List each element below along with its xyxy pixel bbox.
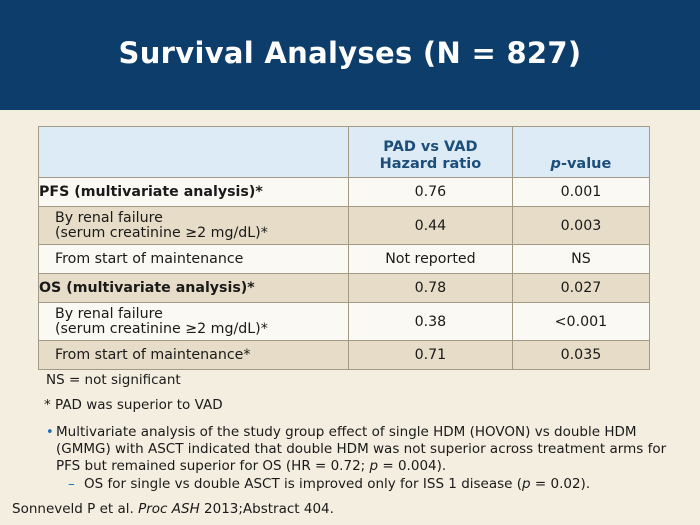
table-row: From start of maintenance* 0.71 0.035 [38, 340, 651, 370]
reference-journal: Proc ASH [138, 501, 200, 517]
row-label: By renal failure (serum creatinine ≥2 mg… [38, 206, 349, 245]
row-label-line2: (serum creatinine ≥2 mg/dL)* [55, 320, 268, 337]
bullet-point: • Multivariate analysis of the study gro… [46, 424, 676, 475]
table-row: PFS (multivariate analysis)* 0.76 0.001 [38, 177, 651, 207]
row-p-value: NS [511, 244, 651, 274]
row-hazard-ratio: 0.38 [347, 302, 513, 341]
row-label-line2: (serum creatinine ≥2 mg/dL)* [55, 224, 268, 241]
header-hr-line1: PAD vs VAD [383, 139, 478, 155]
table-row: From start of maintenance Not reported N… [38, 244, 651, 274]
row-label: From start of maintenance [38, 244, 349, 274]
header-hr-line2: Hazard ratio [379, 156, 482, 172]
sub-bullet-point: – OS for single vs double ASCT is improv… [68, 476, 684, 492]
sub-bullet-part1: OS for single vs double ASCT is improved… [84, 476, 523, 492]
survival-table: PAD vs VAD Hazard ratio p-value PFS (mul… [38, 126, 651, 370]
row-p-value: <0.001 [511, 302, 651, 341]
table-row: OS (multivariate analysis)* 0.78 0.027 [38, 273, 651, 303]
row-p-value: 0.027 [511, 273, 651, 303]
table-row: By renal failure (serum creatinine ≥2 mg… [38, 302, 651, 341]
dash-icon: – [68, 476, 75, 492]
header-hazard-ratio: PAD vs VAD Hazard ratio [347, 126, 513, 178]
row-hazard-ratio: 0.78 [347, 273, 513, 303]
row-hazard-ratio: 0.44 [347, 206, 513, 245]
ns-footnote: NS = not significant [46, 372, 181, 388]
page-title: Survival Analyses (N = 827) [118, 36, 582, 70]
bullet-text-part2: = 0.004). [378, 458, 447, 474]
row-p-value: 0.035 [511, 340, 651, 370]
table-row: By renal failure (serum creatinine ≥2 mg… [38, 206, 651, 245]
sub-bullet-part2: = 0.02). [530, 476, 591, 492]
bullet-text-part1: Multivariate analysis of the study group… [56, 424, 667, 474]
bullet-dot-icon: • [46, 425, 54, 440]
row-label: PFS (multivariate analysis)* [38, 177, 349, 207]
table-header-row: PAD vs VAD Hazard ratio p-value [38, 126, 651, 178]
header-p-italic: p [550, 156, 561, 172]
bullet-p-italic: p [369, 458, 379, 474]
row-label-line1: By renal failure [55, 209, 163, 226]
row-p-value: 0.001 [511, 177, 651, 207]
header-p-rest: -value [560, 156, 612, 172]
star-footnote: * PAD was superior to VAD [44, 397, 223, 413]
row-label: OS (multivariate analysis)* [38, 273, 349, 303]
header-empty-cell [38, 126, 349, 178]
reference-details: 2013;Abstract 404. [199, 501, 334, 517]
row-label: From start of maintenance* [38, 340, 349, 370]
row-p-value: 0.003 [511, 206, 651, 245]
row-label-line1: By renal failure [55, 305, 163, 322]
reference-citation: Sonneveld P et al. Proc ASH 2013;Abstrac… [12, 501, 334, 517]
header-p-value: p-value [511, 126, 651, 178]
row-hazard-ratio: Not reported [347, 244, 513, 274]
row-hazard-ratio: 0.76 [347, 177, 513, 207]
reference-authors: Sonneveld P et al. [12, 501, 139, 517]
row-hazard-ratio: 0.71 [347, 340, 513, 370]
sub-bullet-p-italic: p [522, 476, 531, 492]
row-label: By renal failure (serum creatinine ≥2 mg… [38, 302, 349, 341]
title-banner: Survival Analyses (N = 827) [0, 0, 700, 110]
